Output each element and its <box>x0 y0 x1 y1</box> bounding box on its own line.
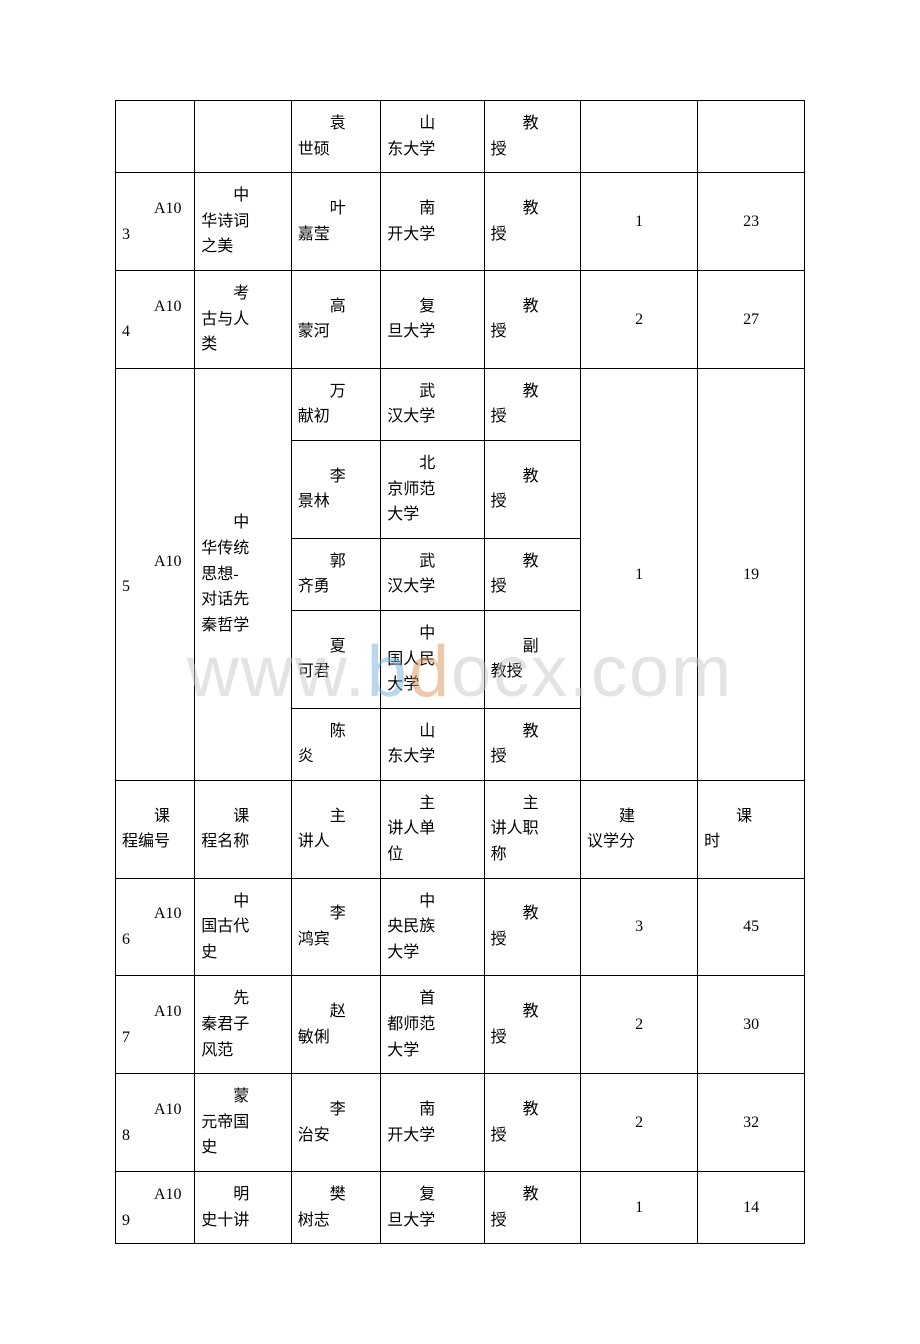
header-credits: 建议学分 <box>581 780 698 878</box>
course-cell <box>195 101 291 173</box>
table-row: A109明史十讲樊树志复旦大学教授114 <box>116 1172 805 1244</box>
table-header-row: 课程编号课程名称主讲人主讲人单位主讲人职称建议学分课时 <box>116 780 805 878</box>
table-row: A107先秦君子风范赵敏俐首都师范大学教授230 <box>116 976 805 1074</box>
hours-cell: 32 <box>698 1074 805 1172</box>
hours-cell <box>698 101 805 173</box>
lecturer-cell: 赵敏俐 <box>291 976 381 1074</box>
credits-cell: 1 <box>581 1172 698 1244</box>
institution-cell: 中央民族大学 <box>381 878 484 976</box>
title-cell: 教授 <box>484 101 580 173</box>
title-cell: 教授 <box>484 270 580 368</box>
credits-cell: 2 <box>581 976 698 1074</box>
institution-cell: 南开大学 <box>381 1074 484 1172</box>
hours-cell: 45 <box>698 878 805 976</box>
lecturer-cell: 高蒙河 <box>291 270 381 368</box>
institution-cell: 复旦大学 <box>381 270 484 368</box>
lecturer-cell: 袁世硕 <box>291 101 381 173</box>
course-cell: 蒙元帝国史 <box>195 1074 291 1172</box>
course-cell: 中华传统思想-对话先秦哲学 <box>195 368 291 780</box>
code-cell: A109 <box>116 1172 195 1244</box>
header-lecturer: 主讲人 <box>291 780 381 878</box>
lecturer-cell: 李景林 <box>291 440 381 538</box>
course-cell: 先秦君子风范 <box>195 976 291 1074</box>
institution-cell: 山东大学 <box>381 101 484 173</box>
title-cell: 副教授 <box>484 610 580 708</box>
table-row: A104考古与人类高蒙河复旦大学教授227 <box>116 270 805 368</box>
credits-cell <box>581 101 698 173</box>
lecturer-cell: 郭齐勇 <box>291 538 381 610</box>
code-cell: A108 <box>116 1074 195 1172</box>
lecturer-cell: 叶嘉莹 <box>291 173 381 271</box>
course-cell: 中华诗词之美 <box>195 173 291 271</box>
code-cell <box>116 101 195 173</box>
institution-cell: 复旦大学 <box>381 1172 484 1244</box>
course-cell: 考古与人类 <box>195 270 291 368</box>
credits-cell: 2 <box>581 270 698 368</box>
title-cell: 教授 <box>484 976 580 1074</box>
title-cell: 教授 <box>484 538 580 610</box>
hours-cell: 23 <box>698 173 805 271</box>
table-row: A106中国古代史李鸿宾中央民族大学教授345 <box>116 878 805 976</box>
lecturer-cell: 夏可君 <box>291 610 381 708</box>
table-row: A108蒙元帝国史李治安南开大学教授232 <box>116 1074 805 1172</box>
institution-cell: 北京师范大学 <box>381 440 484 538</box>
institution-cell: 南开大学 <box>381 173 484 271</box>
course-cell: 中国古代史 <box>195 878 291 976</box>
credits-cell: 1 <box>581 368 698 780</box>
institution-cell: 中国人民大学 <box>381 610 484 708</box>
hours-cell: 19 <box>698 368 805 780</box>
title-cell: 教授 <box>484 368 580 440</box>
lecturer-cell: 樊树志 <box>291 1172 381 1244</box>
title-cell: 教授 <box>484 1074 580 1172</box>
title-cell: 教授 <box>484 440 580 538</box>
code-cell: A107 <box>116 976 195 1074</box>
course-cell: 明史十讲 <box>195 1172 291 1244</box>
title-cell: 教授 <box>484 1172 580 1244</box>
header-code: 课程编号 <box>116 780 195 878</box>
hours-cell: 27 <box>698 270 805 368</box>
code-cell: A103 <box>116 173 195 271</box>
hours-cell: 14 <box>698 1172 805 1244</box>
lecturer-cell: 万献初 <box>291 368 381 440</box>
hours-cell: 30 <box>698 976 805 1074</box>
credits-cell: 1 <box>581 173 698 271</box>
lecturer-cell: 李治安 <box>291 1074 381 1172</box>
title-cell: 教授 <box>484 878 580 976</box>
code-cell: A106 <box>116 878 195 976</box>
header-hours: 课时 <box>698 780 805 878</box>
lecturer-cell: 陈炎 <box>291 708 381 780</box>
header-course: 课程名称 <box>195 780 291 878</box>
institution-cell: 山东大学 <box>381 708 484 780</box>
code-cell: A105 <box>116 368 195 780</box>
lecturer-cell: 李鸿宾 <box>291 878 381 976</box>
code-cell: A104 <box>116 270 195 368</box>
table-row: A103中华诗词之美叶嘉莹南开大学教授123 <box>116 173 805 271</box>
table-row: 袁世硕山东大学教授 <box>116 101 805 173</box>
course-table: 袁世硕山东大学教授A103中华诗词之美叶嘉莹南开大学教授123A104考古与人类… <box>115 100 805 1244</box>
institution-cell: 武汉大学 <box>381 368 484 440</box>
institution-cell: 首都师范大学 <box>381 976 484 1074</box>
title-cell: 教授 <box>484 173 580 271</box>
title-cell: 教授 <box>484 708 580 780</box>
header-institution: 主讲人单位 <box>381 780 484 878</box>
table-row: A105中华传统思想-对话先秦哲学万献初武汉大学教授119 <box>116 368 805 440</box>
institution-cell: 武汉大学 <box>381 538 484 610</box>
header-title: 主讲人职称 <box>484 780 580 878</box>
credits-cell: 2 <box>581 1074 698 1172</box>
credits-cell: 3 <box>581 878 698 976</box>
